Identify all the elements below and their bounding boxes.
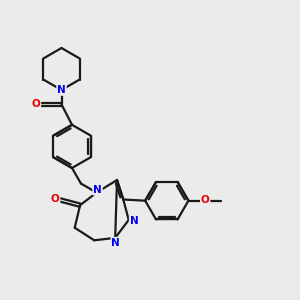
Text: N: N [57, 85, 66, 95]
Text: N: N [130, 216, 139, 226]
Text: N: N [93, 184, 102, 195]
Text: O: O [201, 195, 210, 205]
Text: O: O [51, 194, 60, 204]
Text: O: O [32, 99, 40, 110]
Text: N: N [111, 238, 120, 248]
